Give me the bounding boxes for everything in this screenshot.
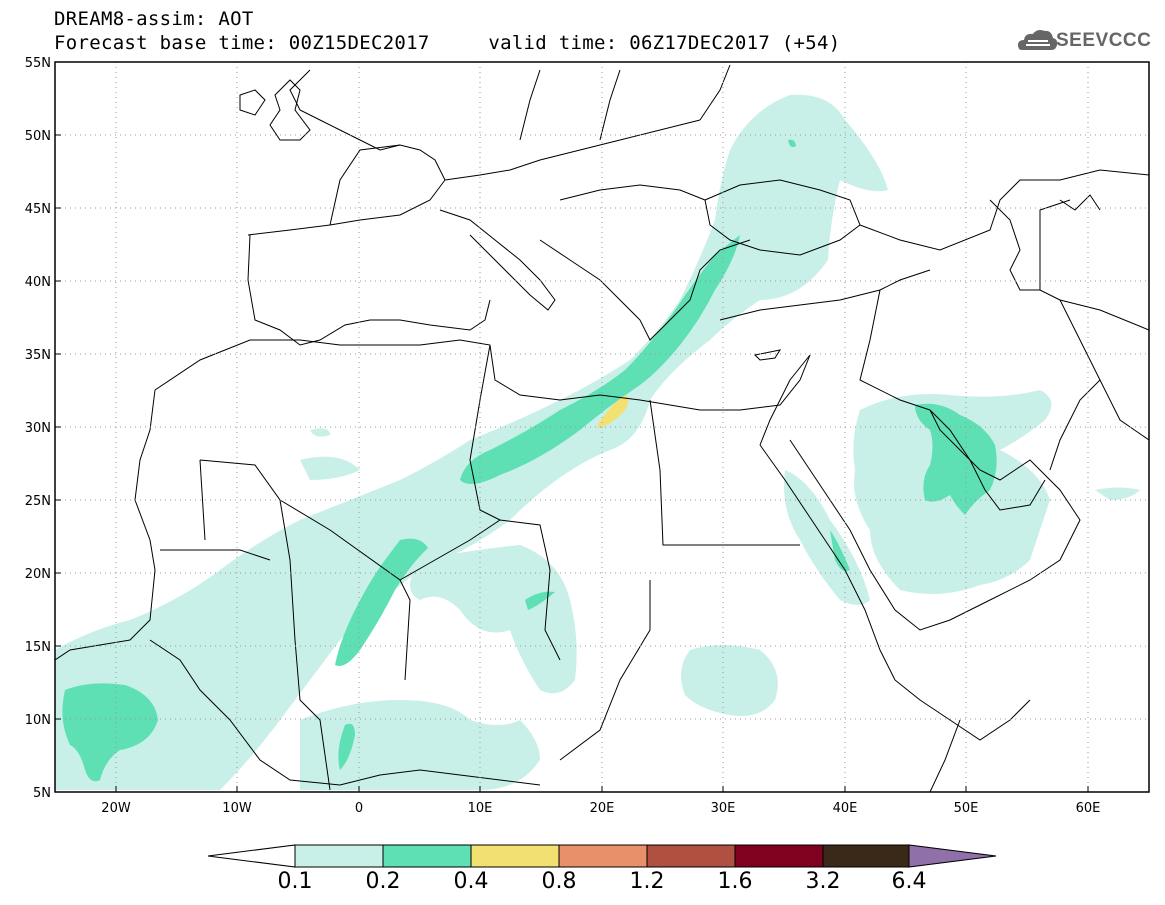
colorbar-swatch [294, 844, 384, 868]
colorbar-label: 0.8 [541, 869, 577, 894]
colorbar-swatch [470, 844, 560, 868]
lat-label: 20N [25, 567, 51, 582]
grid-lines [55, 62, 1149, 792]
lon-label: 0 [355, 801, 363, 816]
colorbar-label: 1.2 [629, 869, 665, 894]
lat-label: 25N [25, 494, 51, 509]
lat-label: 30N [25, 421, 51, 436]
axis-ticks [55, 61, 1089, 793]
colorbar-swatch [558, 844, 648, 868]
colorbar [207, 844, 997, 868]
colorbar-swatch [822, 844, 910, 868]
colorbar-swatch [382, 844, 472, 868]
colorbar-label: 0.4 [453, 869, 489, 894]
map-title: DREAM8-assim: AOT [54, 8, 254, 30]
lon-label: 60E [1076, 801, 1101, 816]
colorbar-label: 1.6 [717, 869, 753, 894]
colorbar-high-arrow [908, 844, 997, 868]
lat-label: 55N [25, 56, 51, 71]
colorbar-low-arrow [207, 844, 296, 868]
lon-label: 30E [711, 801, 736, 816]
lon-label: 40E [833, 801, 858, 816]
longitude-labels: 20W 10W 0 10E 20E 30E 40E 50E 60E [101, 801, 1100, 816]
colorbar-label: 3.2 [805, 869, 841, 894]
aot-level-0.1 [55, 94, 1140, 791]
colorbar-label: 0.2 [365, 869, 401, 894]
colorbar-label: 0.1 [277, 869, 313, 894]
latitude-labels: 55N 50N 45N 40N 35N 30N 25N 20N 15N 10N … [25, 56, 51, 801]
lat-label: 45N [25, 202, 51, 217]
lat-label: 35N [25, 348, 51, 363]
lat-label: 15N [25, 640, 51, 655]
aot-level-0.4 [598, 395, 629, 428]
lon-label: 20E [590, 801, 615, 816]
lon-label: 10E [468, 801, 493, 816]
lat-label: 5N [33, 786, 51, 801]
colorbar-swatch [734, 844, 824, 868]
lat-label: 10N [25, 713, 51, 728]
colorbar-label: 6.4 [891, 869, 927, 894]
cloud-logo-icon [1018, 30, 1058, 50]
lon-label: 20W [101, 801, 131, 816]
lon-label: 50E [954, 801, 979, 816]
forecast-time-subtitle: Forecast base time: 00Z15DEC2017 valid t… [54, 32, 841, 54]
lat-label: 40N [25, 275, 51, 290]
lat-label: 50N [25, 129, 51, 144]
aot-fields [55, 94, 1140, 791]
lon-label: 10W [222, 801, 252, 816]
aot-level-0.2 [62, 139, 997, 782]
logo-text: SEEVCCC [1056, 30, 1152, 51]
coastlines-borders [55, 64, 1149, 792]
colorbar-swatch [646, 844, 736, 868]
